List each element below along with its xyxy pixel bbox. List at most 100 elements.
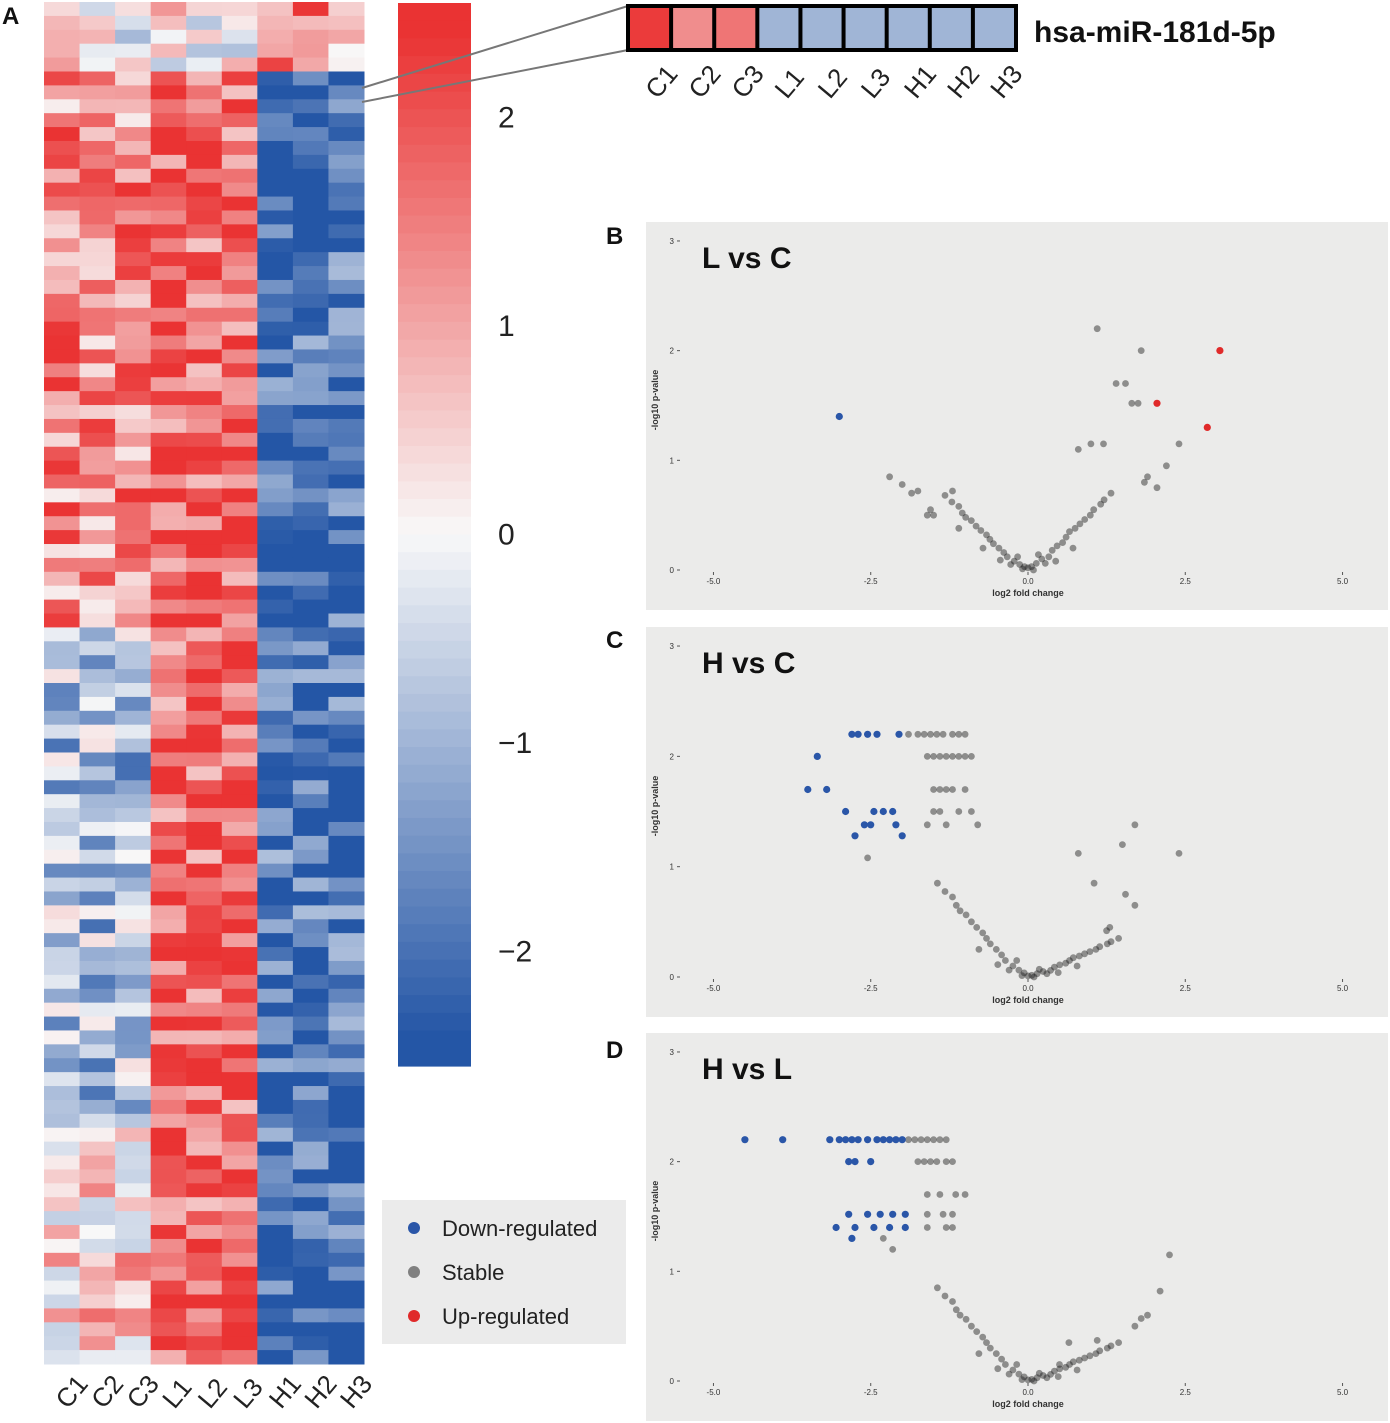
heatmap-cell [79,599,116,615]
heatmap-cell [115,544,152,559]
heatmap-cell [79,1016,116,1031]
stable-point [1107,938,1115,946]
heatmap-cell [257,210,294,225]
heatmap-cell [221,710,258,726]
down-regulated-point [864,1136,872,1144]
heatmap-cell [79,1197,116,1212]
heatmap-cell [186,752,223,767]
heatmap-cell [257,488,294,503]
down-regulated-point [892,1136,900,1144]
heatmap-cell [257,113,294,128]
heatmap-cell [292,599,329,615]
heatmap-cell [115,905,152,920]
heatmap-cell [115,530,152,545]
heatmap-cell [257,627,294,642]
colorbar-tick-label: 2 [498,102,515,135]
stable-point [949,1158,956,1165]
heatmap-cell [79,738,116,753]
heatmap-cell [292,710,329,726]
heatmap-cell [221,29,258,45]
heatmap-cell [221,405,258,420]
colorbar-segment [398,91,471,110]
heatmap-cell [186,252,223,267]
heatmap-cell [328,502,365,517]
heatmap-cell [79,1030,116,1045]
heatmap-cell [115,1044,152,1059]
heatmap-cell [292,696,329,712]
heatmap-cell [115,752,152,767]
down-regulated-point [886,1223,894,1232]
heatmap-cell [186,863,223,879]
heatmap-cell [221,1086,258,1101]
heatmap-cell [44,1030,81,1045]
heatmap-cell [186,669,223,684]
stable-point [998,1355,1005,1363]
heatmap-cell [150,1086,187,1101]
heatmap-cell [328,168,365,184]
legend-swatch-down [408,1222,420,1234]
colorbar-segment [398,817,471,837]
heatmap-cell [115,113,152,128]
stable-point [1054,1373,1062,1380]
stable-point [1093,1337,1101,1344]
stable-point [1047,967,1054,974]
stable-point [986,940,994,948]
heatmap-cell [44,683,81,698]
heatmap-cell [328,849,365,865]
heatmap-cell [150,947,187,962]
heatmap-cell [221,293,258,309]
heatmap-cell [186,405,223,420]
heatmap-cell [221,2,258,17]
heatmap-cell [292,2,329,17]
heatmap-cell [44,127,81,142]
colorbar-segment [398,941,471,961]
heatmap-cell [221,1141,258,1157]
heatmap-cell [257,15,294,31]
heatmap-cell [186,43,223,59]
heatmap-cell [292,140,329,156]
heatmap-cell [328,1308,365,1323]
stable-point [949,1224,956,1231]
heatmap-cell [79,696,116,712]
heatmap-cell [186,1030,223,1045]
heatmap-cell [79,405,116,420]
stable-point [975,1350,983,1357]
heatmap-cell [292,377,329,392]
heatmap-cell [115,947,152,962]
heatmap-cell [257,1211,294,1226]
heatmap-cell [44,544,81,559]
stable-point [914,730,922,738]
heatmap-cell [257,1113,294,1129]
heatmap-cell [44,919,81,934]
heatmap-cell [150,1197,187,1212]
stable-point [1100,496,1108,504]
heatmap-cell [292,933,329,948]
colorbar-segment [398,428,471,447]
heatmap-cell [115,29,152,45]
heatmap-cell [292,196,329,211]
stable-point [1045,553,1053,561]
heatmap-cell [79,947,116,962]
heatmap-cell [44,1238,81,1254]
heatmap-cell [328,154,365,170]
heatmap-cell [150,877,187,892]
heatmap-cell [44,1211,81,1226]
heatmap-cell [44,766,81,781]
heatmap-cell [186,905,223,920]
heatmap-cell [221,99,258,114]
heatmap-cell [79,363,116,378]
down-regulated-point [842,807,850,816]
inset-cell [888,8,928,48]
heatmap-cell [44,252,81,267]
heatmap-cell [150,1044,187,1059]
heatmap-cell [292,474,329,489]
stable-point [1086,948,1094,955]
heatmap-cell [44,1002,81,1018]
heatmap-cell [221,196,258,211]
heatmap-cell [115,488,152,503]
heatmap-cell [79,724,116,740]
heatmap-cell [150,641,187,656]
down-regulated-point [860,821,869,829]
heatmap-cell [150,808,187,823]
heatmap-cell [328,1113,365,1129]
